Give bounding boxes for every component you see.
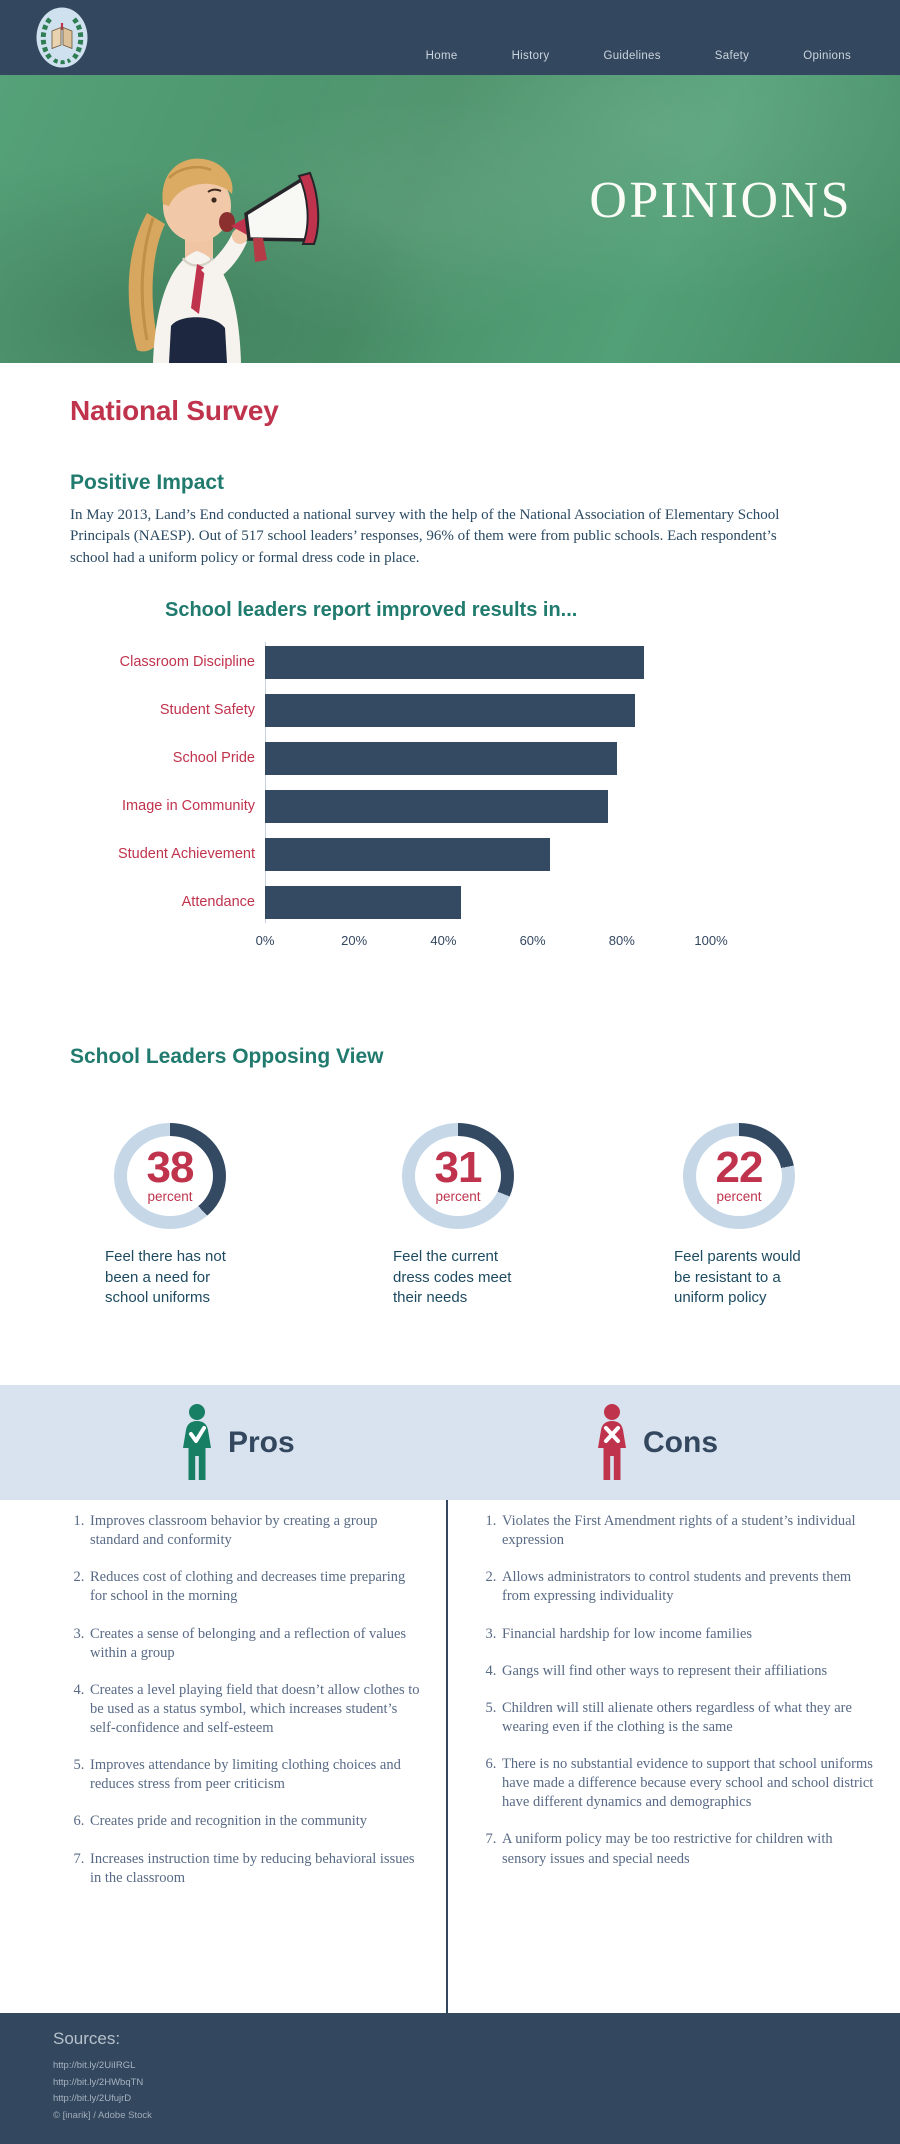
donut-chart: 38 percent <box>114 1122 226 1229</box>
hero-banner: OPINIONS <box>0 75 900 363</box>
nav-guidelines[interactable]: Guidelines <box>603 50 661 62</box>
donut-chart: 31 percent <box>402 1122 514 1229</box>
category-label: Student Achievement <box>117 845 255 862</box>
category-label: Image in Community <box>122 797 255 814</box>
x-tick: 80% <box>608 932 635 948</box>
cons-item: Children will still alienate others rega… <box>500 1699 874 1737</box>
nav-history[interactable]: History <box>511 50 550 62</box>
cons-item: Gangs will find other ways to represent … <box>500 1662 874 1681</box>
pros-column: Improves classroom behavior by creating … <box>0 1512 446 1906</box>
chart-row: Student Safety <box>70 693 900 727</box>
cons-item: There is no substantial evidence to supp… <box>500 1755 874 1812</box>
cons-column: Violates the First Amendment rights of a… <box>446 1512 900 1906</box>
sources-label: Sources: <box>53 2029 121 2048</box>
pros-item: Creates a sense of belonging and a refle… <box>88 1625 420 1663</box>
survey-paragraph: In May 2013, Land’s End conducted a nati… <box>70 507 780 566</box>
chart-row: Attendance <box>70 885 900 919</box>
chart-row: Image in Community <box>70 789 900 823</box>
chart-row: Student Achievement <box>70 837 900 871</box>
donut-chart: 22 percent <box>683 1122 795 1229</box>
laurel-right <box>71 17 84 60</box>
cons-list: Violates the First Amendment rights of a… <box>482 1512 874 1869</box>
donut-value: 31 <box>434 1142 483 1192</box>
nav-home[interactable]: Home <box>425 50 458 62</box>
girl-with-megaphone-photo <box>128 158 320 363</box>
cons-item: Financial hardship for low income famili… <box>500 1625 874 1644</box>
donut-caption: Feel parents would be resistant to a uni… <box>674 1247 801 1307</box>
photo-credit: © [inarik] / Adobe Stock <box>53 2109 152 2121</box>
donut-caption: Feel the current dress codes meet their … <box>393 1247 512 1307</box>
pros-label: Pros <box>228 1425 295 1459</box>
donut-unit: percent <box>147 1189 193 1205</box>
source-link[interactable]: http://bit.ly/2UiIRGL <box>53 2060 136 2071</box>
pros-cons-lists: Improves classroom behavior by creating … <box>0 1500 900 2013</box>
x-tick: 40% <box>430 932 457 948</box>
donut-unit: percent <box>435 1189 481 1205</box>
pros-item: Creates pride and recognition in the com… <box>88 1812 420 1831</box>
subsection-title-positive-impact: Positive Impact <box>70 471 225 494</box>
chart-bar <box>265 741 618 775</box>
x-tick: 0% <box>255 932 275 948</box>
school-logo[interactable] <box>36 7 88 68</box>
donut-value: 38 <box>146 1142 195 1192</box>
donut-charts: 38 percent Feel there has not been a nee… <box>70 1085 900 1325</box>
cons-item: A uniform policy may be too restrictive … <box>500 1830 874 1868</box>
category-label: School Pride <box>172 749 255 766</box>
footer: Sources: http://bit.ly/2UiIRGL http://bi… <box>0 2013 900 2144</box>
cons-item: Violates the First Amendment rights of a… <box>500 1512 874 1550</box>
bar-chart-title: School leaders report improved results i… <box>165 598 578 621</box>
section-title-national-survey: National Survey <box>70 395 279 426</box>
pros-item: Reduces cost of clothing and decreases t… <box>88 1568 420 1606</box>
chart-bar <box>265 885 462 919</box>
donut-value: 22 <box>715 1142 764 1192</box>
pros-item: Improves attendance by limiting clothing… <box>88 1756 420 1794</box>
chart-row: Classroom Discipline <box>70 645 900 679</box>
category-label: Attendance <box>181 893 255 910</box>
donut-caption: Feel there has not been a need for schoo… <box>105 1247 226 1307</box>
nav-safety[interactable]: Safety <box>714 50 750 62</box>
main-content: National Survey Positive Impact In May 2… <box>0 363 900 1385</box>
donut-group: 38 percent Feel there has not been a nee… <box>60 1085 280 1309</box>
pros-header: Pros <box>180 1403 295 1482</box>
donut-group: 22 percent Feel parents would be resista… <box>629 1085 849 1309</box>
pros-list: Improves classroom behavior by creating … <box>70 1512 420 1888</box>
cons-item: Allows administrators to control student… <box>500 1568 874 1606</box>
cons-label: Cons <box>643 1425 718 1459</box>
chart-bar <box>265 837 551 871</box>
source-link[interactable]: http://bit.ly/2UfujrD <box>53 2093 132 2105</box>
x-tick: 100% <box>694 932 728 948</box>
category-label: Student Safety <box>159 701 255 718</box>
section-title-opposing-view: School Leaders Opposing View <box>70 1044 384 1068</box>
x-axis: 0% 20% 40% 60% 80% 100% <box>256 932 728 953</box>
nav-opinions[interactable]: Opinions <box>803 50 851 62</box>
laurel-left <box>40 17 53 60</box>
pros-item: Creates a level playing field that doesn… <box>88 1681 420 1738</box>
column-divider <box>446 1500 448 2013</box>
top-nav-bar: Home History Guidelines Safety Opinions <box>0 0 900 75</box>
x-tick: 20% <box>341 932 368 948</box>
page-title: OPINIONS <box>589 172 852 229</box>
chart-bar <box>265 693 636 727</box>
donut-unit: percent <box>716 1189 762 1205</box>
donut-group: 31 percent Feel the current dress codes … <box>348 1085 568 1309</box>
cons-header: Cons <box>595 1403 718 1482</box>
x-tick: 60% <box>519 932 546 948</box>
pros-item: Improves classroom behavior by creating … <box>88 1512 420 1550</box>
chart-row: School Pride <box>70 741 900 775</box>
book-left-page <box>51 26 62 50</box>
pros-item: Increases instruction time by reducing b… <box>88 1850 420 1888</box>
book-right-page <box>62 26 73 50</box>
source-link[interactable]: http://bit.ly/2HWbqTN <box>53 2076 144 2088</box>
pros-person-check-icon <box>183 1403 211 1480</box>
cons-person-x-icon <box>598 1403 626 1480</box>
category-label: Classroom Discipline <box>119 653 255 670</box>
main-nav: Home History Guidelines Safety Opinions <box>426 50 851 62</box>
chart-bar <box>265 645 645 679</box>
chart-bar <box>265 789 609 823</box>
bar-chart: Classroom Discipline Student Safety Scho… <box>70 641 900 953</box>
pros-cons-band: Pros Cons <box>0 1385 900 1500</box>
